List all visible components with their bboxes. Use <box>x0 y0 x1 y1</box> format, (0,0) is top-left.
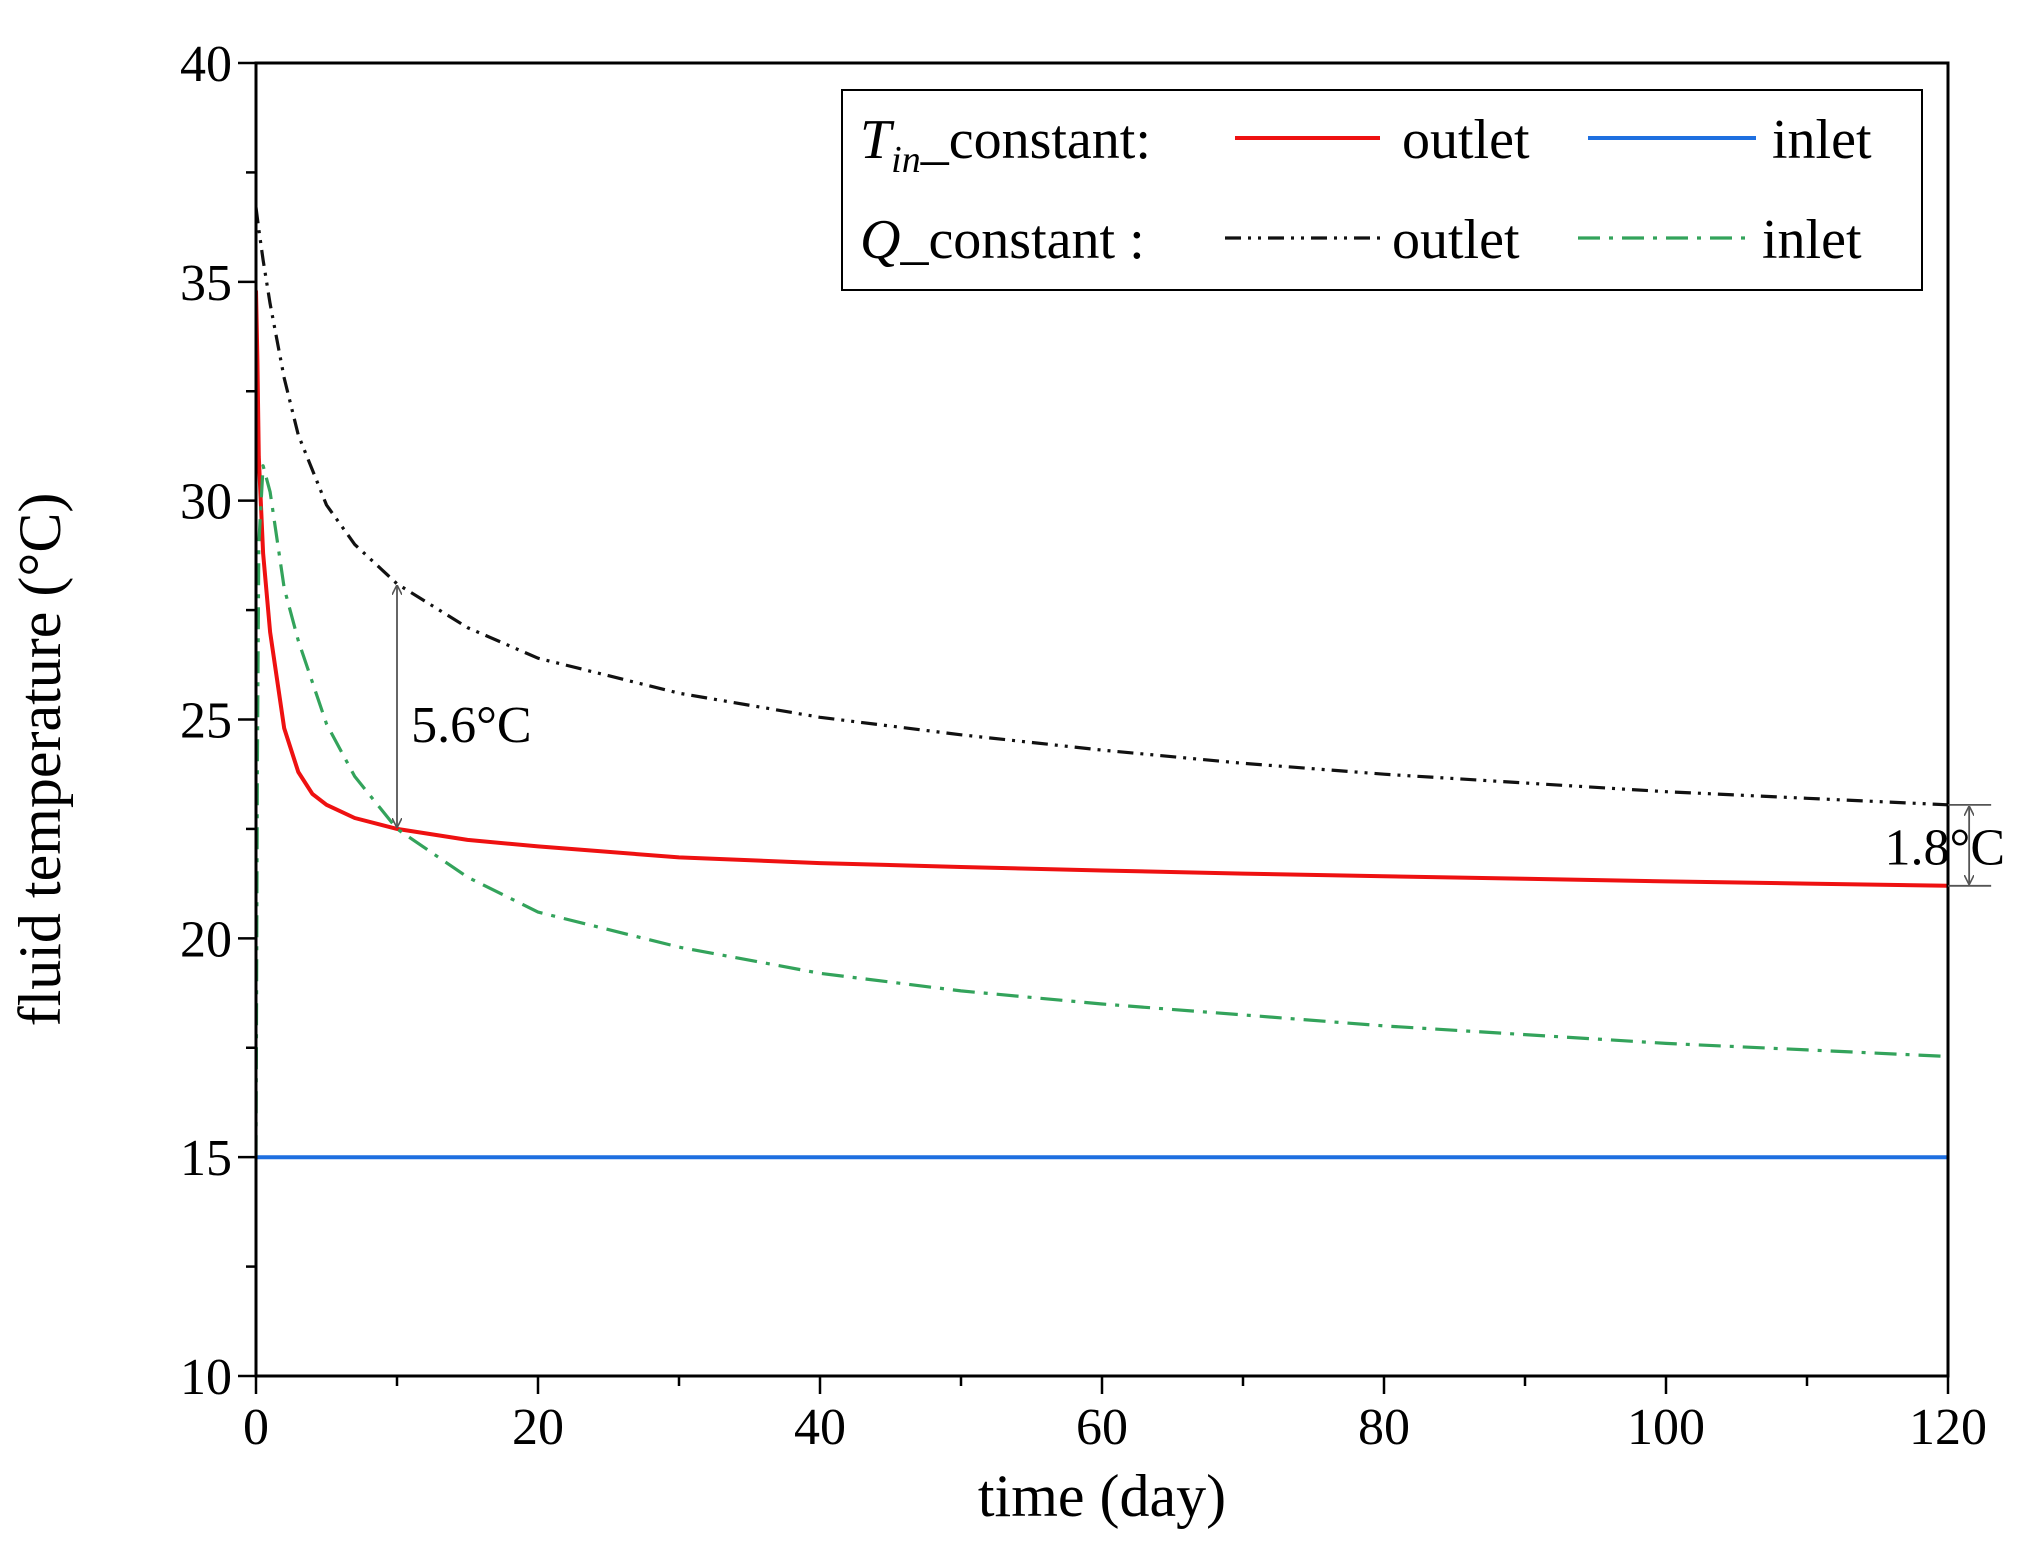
y-tick-label: 25 <box>180 693 232 750</box>
x-tick-label: 20 <box>512 1399 564 1456</box>
legend-row-tin-constant: Tin_constant: outlet inlet <box>860 109 1872 181</box>
annotations: 5.6°C 1.8°C <box>397 586 2005 887</box>
y-tick-label: 15 <box>180 1130 232 1187</box>
series-line-q-constant-inlet <box>256 464 1948 1158</box>
series-layer <box>256 207 1948 1160</box>
difference-label: 5.6°C <box>411 697 531 754</box>
legend-entry-q-outlet: outlet <box>1392 209 1520 271</box>
y-tick-label: 35 <box>180 255 232 312</box>
series-line-q-constant-outlet <box>256 207 1948 807</box>
legend-label-tin-constant: Tin_constant: <box>860 109 1151 181</box>
y-axis-title: fluid temperature (°C) <box>7 493 73 1027</box>
legend-row-q-constant: Q_constant : outlet inlet <box>860 209 1862 271</box>
legend-entry-q-inlet: inlet <box>1762 209 1862 271</box>
x-tick-label: 40 <box>794 1399 846 1456</box>
axes: 0 20 40 60 80 100 120 10 15 20 25 30 35 40 <box>180 36 1987 1456</box>
legend-label-q-constant: Q_constant : <box>860 209 1145 271</box>
x-tick-label: 80 <box>1358 1399 1410 1456</box>
y-tick-label: 40 <box>180 36 232 93</box>
legend-entry-tin-inlet: inlet <box>1772 109 1872 171</box>
legend-box <box>841 89 1923 291</box>
legend-entry-tin-outlet: outlet <box>1402 109 1530 171</box>
x-tick-label: 0 <box>243 1399 269 1456</box>
y-tick-label: 10 <box>180 1349 232 1406</box>
x-tick-label: 120 <box>1909 1399 1987 1456</box>
legend: Tin_constant: outlet inlet Q_constant : … <box>841 89 1923 291</box>
x-tick-label: 100 <box>1627 1399 1705 1456</box>
series-line-t-in-constant-outlet <box>256 290 1948 888</box>
y-tick-label: 30 <box>180 474 232 531</box>
x-axis-title: time (day) <box>978 1463 1226 1529</box>
x-tick-label: 60 <box>1076 1399 1128 1456</box>
difference-label: 1.8°C <box>1885 819 2005 876</box>
y-tick-label: 20 <box>180 911 232 968</box>
